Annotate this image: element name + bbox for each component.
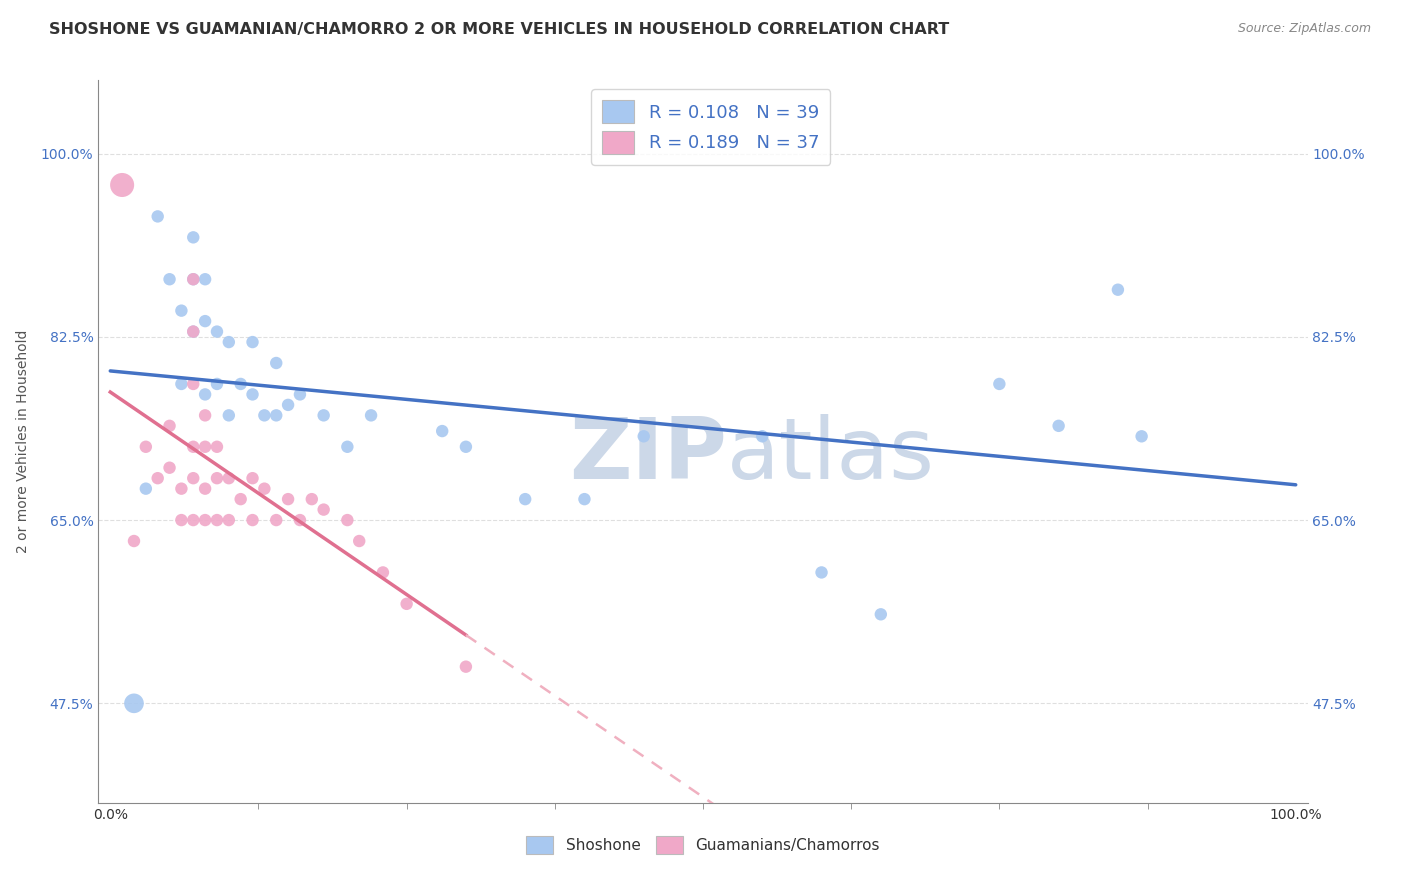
- Point: [454, 440, 477, 454]
- Point: [205, 325, 228, 339]
- Point: [336, 440, 359, 454]
- Point: [205, 471, 228, 485]
- Point: [264, 513, 287, 527]
- Point: [454, 659, 477, 673]
- Point: [159, 460, 181, 475]
- Point: [1107, 283, 1129, 297]
- Point: [242, 471, 264, 485]
- Point: [181, 325, 204, 339]
- Point: [170, 303, 193, 318]
- Point: [371, 566, 394, 580]
- Point: [159, 418, 181, 433]
- Y-axis label: 2 or more Vehicles in Household: 2 or more Vehicles in Household: [15, 330, 30, 553]
- Point: [194, 513, 217, 527]
- Point: [574, 492, 596, 507]
- Point: [218, 513, 240, 527]
- Point: [633, 429, 655, 443]
- Point: [194, 272, 217, 286]
- Point: [205, 376, 228, 391]
- Point: [194, 440, 217, 454]
- Point: [336, 513, 359, 527]
- Point: [181, 376, 204, 391]
- Point: [253, 409, 276, 423]
- Point: [288, 387, 311, 401]
- Point: [181, 325, 204, 339]
- Legend: Shoshone, Guamanians/Chamorros: Shoshone, Guamanians/Chamorros: [520, 830, 886, 860]
- Point: [515, 492, 537, 507]
- Point: [135, 440, 157, 454]
- Point: [146, 471, 169, 485]
- Point: [170, 376, 193, 391]
- Point: [122, 534, 145, 549]
- Point: [181, 230, 204, 244]
- Text: SHOSHONE VS GUAMANIAN/CHAMORRO 2 OR MORE VEHICLES IN HOUSEHOLD CORRELATION CHART: SHOSHONE VS GUAMANIAN/CHAMORRO 2 OR MORE…: [49, 22, 949, 37]
- Point: [170, 513, 193, 527]
- Point: [395, 597, 418, 611]
- Point: [135, 482, 157, 496]
- Point: [312, 409, 335, 423]
- Point: [277, 492, 299, 507]
- Point: [181, 471, 204, 485]
- Point: [111, 178, 134, 192]
- Point: [988, 376, 1011, 391]
- Point: [170, 482, 193, 496]
- Point: [194, 314, 217, 328]
- Point: [181, 440, 204, 454]
- Point: [159, 272, 181, 286]
- Point: [301, 492, 323, 507]
- Point: [288, 513, 311, 527]
- Point: [122, 696, 145, 710]
- Point: [181, 272, 204, 286]
- Point: [312, 502, 335, 516]
- Point: [242, 334, 264, 349]
- Point: [1047, 418, 1070, 433]
- Point: [218, 409, 240, 423]
- Point: [1130, 429, 1153, 443]
- Point: [229, 376, 252, 391]
- Point: [146, 210, 169, 224]
- Point: [194, 409, 217, 423]
- Text: Source: ZipAtlas.com: Source: ZipAtlas.com: [1237, 22, 1371, 36]
- Point: [229, 492, 252, 507]
- Point: [218, 471, 240, 485]
- Point: [194, 482, 217, 496]
- Point: [242, 387, 264, 401]
- Point: [751, 429, 773, 443]
- Point: [242, 513, 264, 527]
- Point: [205, 440, 228, 454]
- Point: [264, 409, 287, 423]
- Point: [360, 409, 382, 423]
- Point: [810, 566, 832, 580]
- Point: [181, 513, 204, 527]
- Point: [432, 424, 454, 438]
- Point: [347, 534, 370, 549]
- Text: atlas: atlas: [727, 415, 935, 498]
- Point: [869, 607, 891, 622]
- Point: [181, 272, 204, 286]
- Point: [264, 356, 287, 370]
- Point: [194, 387, 217, 401]
- Point: [253, 482, 276, 496]
- Text: ZIP: ZIP: [569, 415, 727, 498]
- Point: [218, 334, 240, 349]
- Point: [205, 513, 228, 527]
- Point: [277, 398, 299, 412]
